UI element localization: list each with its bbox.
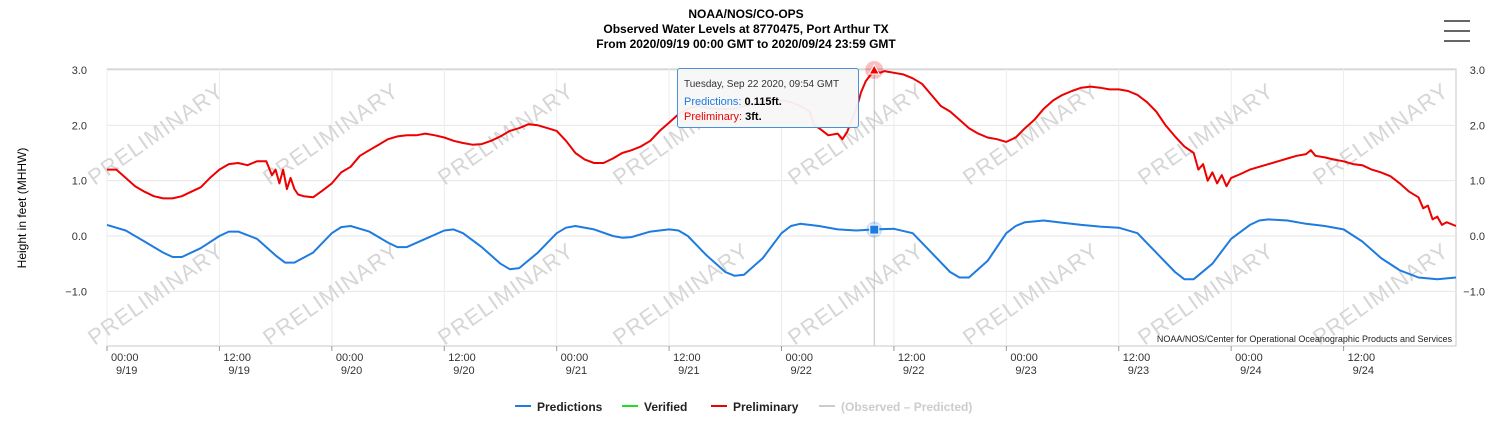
x-tick-date: 9/22: [903, 365, 924, 377]
chart-credit: NOAA/NOS/Center for Operational Oceanogr…: [1157, 334, 1453, 344]
y-tick-label-left: 0.0: [72, 231, 87, 243]
y-tick-label-left: −1.0: [65, 286, 87, 298]
watermark-text: PRELIMINARY: [608, 238, 753, 350]
watermark-text: PRELIMINARY: [258, 78, 403, 190]
legend-label: Predictions: [537, 400, 603, 414]
y-tick-label-right: 2.0: [1470, 120, 1485, 132]
x-tick-time: 00:00: [1010, 352, 1038, 364]
x-tick-time: 12:00: [1348, 352, 1376, 364]
x-tick-date: 9/22: [791, 365, 812, 377]
legend-label: (Observed – Predicted): [841, 400, 972, 414]
legend-label: Verified: [644, 400, 687, 414]
tooltip-prelim-label: Preliminary: [684, 111, 740, 123]
series-predictions-line: [106, 218, 1457, 281]
legend-item-1[interactable]: Predictions: [515, 400, 603, 414]
legend-label: Preliminary: [733, 400, 799, 414]
y-tick-label-right: 3.0: [1470, 65, 1485, 77]
legend-item-2[interactable]: Verified: [622, 400, 687, 414]
x-tick-date: 9/21: [678, 365, 699, 377]
tooltip-preliminary-row: Preliminary: 3ft.: [684, 111, 762, 123]
watermark-text: PRELIMINARY: [958, 238, 1103, 350]
tooltip-pred-label: Predictions: [684, 96, 739, 108]
y-tick-label-left: 1.0: [72, 176, 87, 188]
x-tick-date: 9/19: [116, 365, 137, 377]
y-axis-label: Height in feet (MHHW): [15, 148, 29, 269]
tooltip-date: Tuesday, Sep 22 2020, 09:54 GMT: [684, 79, 840, 90]
x-axis-ticks: 00:009/1912:009/1900:009/2012:009/2000:0…: [106, 346, 1376, 377]
x-tick-date: 9/20: [453, 365, 474, 377]
chart-title-line1: NOAA/NOS/CO-OPS: [688, 7, 803, 21]
legend-item-4[interactable]: (Observed – Predicted): [819, 400, 972, 414]
chart-title-line3: From 2020/09/19 00:00 GMT to 2020/09/24 …: [596, 37, 896, 51]
y-tick-label-right: 1.0: [1470, 176, 1485, 188]
x-tick-time: 12:00: [673, 352, 701, 364]
tooltip-prelim-value: 3ft.: [745, 111, 762, 123]
watermark-text: PRELIMINARY: [83, 78, 228, 190]
x-tick-date: 9/20: [341, 365, 362, 377]
prediction-hover-marker: [869, 224, 880, 235]
x-tick-time: 00:00: [336, 352, 364, 364]
watermark-text: PRELIMINARY: [783, 238, 928, 350]
x-tick-date: 9/21: [566, 365, 587, 377]
x-tick-time: 00:00: [1235, 352, 1263, 364]
y-tick-label-right: −1.0: [1463, 286, 1485, 298]
tooltip-pred-value: 0.115ft.: [744, 96, 782, 108]
data-tooltip: Tuesday, Sep 22 2020, 09:54 GMT Predicti…: [677, 68, 859, 128]
y-tick-label-left: 2.0: [72, 120, 87, 132]
hover-markers: [865, 61, 884, 238]
x-tick-date: 9/23: [1128, 365, 1149, 377]
x-tick-time: 12:00: [1123, 352, 1151, 364]
x-tick-time: 00:00: [111, 352, 139, 364]
preliminary-hover-marker: [868, 63, 881, 75]
y-tick-label-right: 0.0: [1470, 231, 1485, 243]
watermark-text: PRELIMINARY: [258, 238, 403, 350]
x-tick-time: 12:00: [898, 352, 926, 364]
x-tick-time: 12:00: [448, 352, 476, 364]
x-tick-date: 9/23: [1015, 365, 1036, 377]
x-tick-date: 9/24: [1240, 365, 1261, 377]
y-tick-label-left: 3.0: [72, 65, 87, 77]
hamburger-menu-icon[interactable]: [1438, 14, 1476, 48]
x-tick-time: 00:00: [786, 352, 814, 364]
tooltip-predictions-row: Predictions: 0.115ft.: [684, 96, 782, 108]
y-axis-ticks: 3.0 3.0 2.0 2.0 1.0 1.0 0.0 0.0 −1.0 −1.0: [65, 65, 1485, 298]
x-tick-time: 00:00: [561, 352, 589, 364]
legend: Predictions Verified Preliminary (Observed …: [515, 400, 972, 414]
x-tick-date: 9/24: [1353, 365, 1374, 377]
chart-title-line2: Observed Water Levels at 8770475, Port A…: [603, 22, 888, 36]
x-tick-date: 9/19: [228, 365, 249, 377]
watermark-text: PRELIMINARY: [83, 238, 228, 350]
x-tick-time: 12:00: [223, 352, 251, 364]
legend-item-3[interactable]: Preliminary: [711, 400, 799, 414]
